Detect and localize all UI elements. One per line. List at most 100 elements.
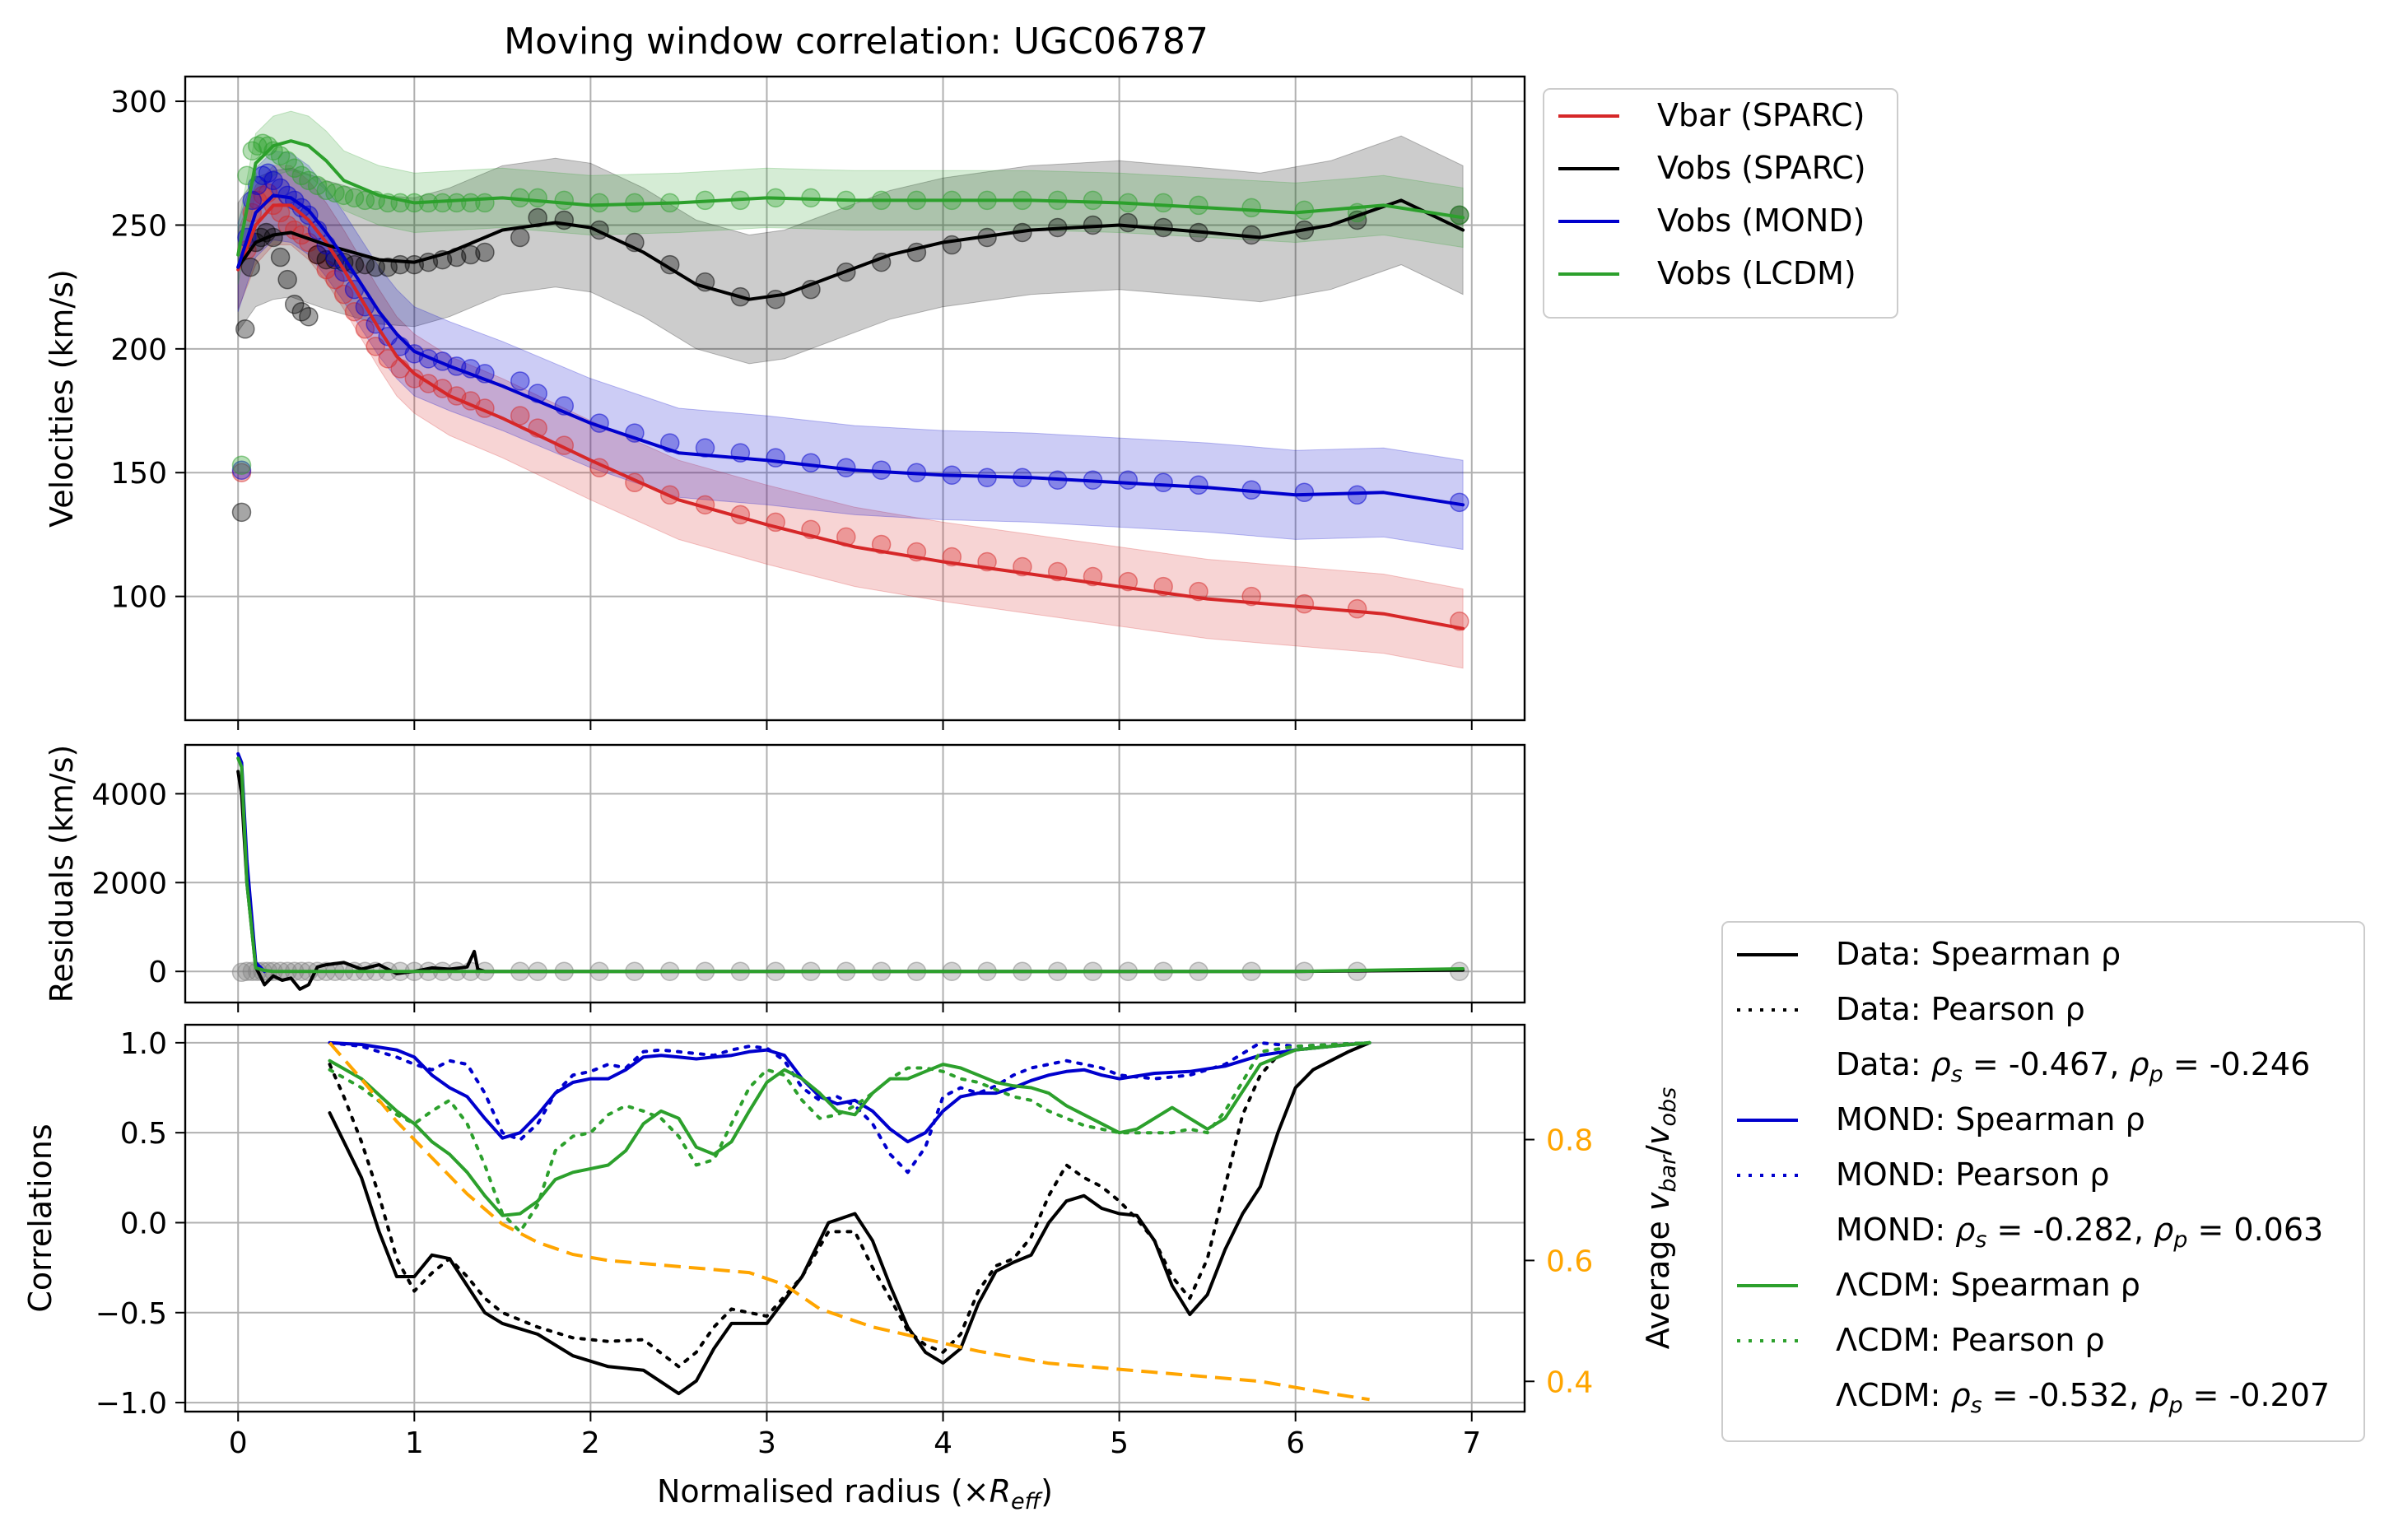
y-tick-label-4: 1.0 <box>120 1027 167 1061</box>
x-tick-label-6: 6 <box>1286 1426 1305 1460</box>
legend-label-7: ΛCDM: Pearson ρ <box>1836 1322 2105 1358</box>
x-tick-label-5: 5 <box>1110 1426 1129 1460</box>
series-line-4 <box>328 1040 1371 1217</box>
plot-area <box>231 110 1469 669</box>
series-band-1 <box>237 135 1464 365</box>
data-point-0-16 <box>344 301 365 322</box>
y2-series-line-0 <box>328 1041 1370 1402</box>
series-line-1 <box>236 770 1465 991</box>
data-point-2-6 <box>263 170 283 191</box>
y-tick-label-1: −0.5 <box>95 1297 167 1331</box>
series-line-1 <box>328 1040 1371 1369</box>
data-point-3-48 <box>1241 198 1261 218</box>
series-line-0 <box>236 203 1465 630</box>
y-tick-label-3: 250 <box>110 209 167 243</box>
data-point-0-17 <box>355 319 375 339</box>
legend-label-2: Vobs (MOND) <box>1657 202 1865 239</box>
legend-label-3: Vobs (LCDM) <box>1657 255 1856 291</box>
data-point-2-36 <box>801 453 821 472</box>
y2-tick-label-1: 0.6 <box>1546 1245 1593 1278</box>
x-axis-label: Normalised radius (×Reff) <box>657 1473 1053 1514</box>
data-point-2-33 <box>695 438 715 458</box>
plot-area <box>231 751 1469 991</box>
data-point-3-29 <box>554 190 575 211</box>
correlations-panel: 0.4 0.6 0.8 Average vbar/vobs 0 1 2 3 4 5 6 7 −1.0 −0… <box>22 1023 1681 1514</box>
legend-stats-8: ΛCDM: ρs = -0.532, ρp = -0.207 <box>1836 1377 2330 1418</box>
data-point-1-9 <box>284 294 305 314</box>
legend-label-0: Vbar (SPARC) <box>1657 97 1865 133</box>
legend-frame <box>1721 921 2365 1442</box>
data-point-1-11 <box>299 306 319 327</box>
data-point-2-11 <box>299 205 319 226</box>
y2-axis-label: Average vbar/vobs <box>1640 1087 1681 1349</box>
y-tick-label-0: 0 <box>148 956 167 989</box>
data-point-0-1 <box>237 961 257 981</box>
data-point-3-46 <box>1153 193 1173 213</box>
data-point-1-7 <box>270 247 291 268</box>
y-axis-label: Velocities (km/s) <box>44 269 80 528</box>
data-point-1-1 <box>235 319 255 339</box>
residuals-panel: 0 2000 4000 Residuals (km/s) <box>44 743 1526 1012</box>
legend-stats-5: MOND: ρs = -0.282, ρp = 0.063 <box>1836 1212 2323 1253</box>
data-point-2-35 <box>766 448 785 468</box>
data-point-1-35 <box>766 289 785 309</box>
data-point-2-0 <box>231 460 252 480</box>
series-band-3 <box>237 110 1464 285</box>
velocities-legend: Vbar (SPARC) Vobs (SPARC) Vobs (MOND) Vobs … <box>1543 88 1898 319</box>
data-point-3-8 <box>277 151 297 171</box>
data-point-0-49 <box>1294 593 1315 614</box>
y2-tick-label-0: 0.4 <box>1546 1366 1593 1399</box>
correlations-legend: Data: Spearman ρ Data: Pearson ρ Data: ρs … <box>1721 921 2365 1442</box>
data-point-3-17 <box>355 190 375 211</box>
series-line-5 <box>328 1040 1371 1234</box>
velocities-panel: 100 150 200 250 300 Velocities (km/s) <box>44 75 1526 730</box>
x-tick-label-7: 7 <box>1462 1426 1481 1460</box>
x-tick-label-3: 3 <box>757 1426 776 1460</box>
data-point-1-8 <box>277 269 297 290</box>
legend-label-0: Data: Spearman ρ <box>1836 936 2121 972</box>
data-point-1-26 <box>475 242 495 263</box>
y-tick-label-0: 100 <box>110 581 167 615</box>
series-line-3 <box>236 139 1465 257</box>
y-tick-label-3: 0.5 <box>120 1117 167 1151</box>
x-tick-label-2: 2 <box>581 1426 600 1460</box>
data-point-1-29 <box>554 210 575 230</box>
legend-stats-2: Data: ρs = -0.467, ρp = -0.246 <box>1836 1046 2310 1087</box>
y-tick-label-2: 4000 <box>91 778 167 812</box>
y-axis-label: Residuals (km/s) <box>44 745 80 1003</box>
data-point-0-27 <box>510 406 530 426</box>
axes-frame <box>184 743 1526 1004</box>
legend-label-1: Vobs (SPARC) <box>1657 150 1866 186</box>
y-tick-label-4: 300 <box>110 86 167 119</box>
data-point-3-28 <box>528 188 547 208</box>
data-point-2-49 <box>1294 482 1315 503</box>
data-point-3-30 <box>589 193 609 213</box>
data-point-3-12 <box>307 175 328 196</box>
data-point-0-0 <box>231 962 252 983</box>
data-point-3-11 <box>299 170 319 191</box>
y-tick-label-1: 150 <box>110 457 167 491</box>
data-point-1-27 <box>510 227 530 248</box>
chart-title: Moving window correlation: UGC06787 <box>504 21 1208 63</box>
data-point-2-46 <box>1153 472 1173 493</box>
plot-area <box>328 1040 1371 1402</box>
series-line-1 <box>236 198 1465 301</box>
y2-tick-label-2: 0.8 <box>1546 1124 1593 1158</box>
axes-frame <box>184 1023 1526 1413</box>
data-point-3-26 <box>475 193 495 213</box>
data-point-2-27 <box>510 371 530 391</box>
x-tick-label-1: 1 <box>405 1426 424 1460</box>
data-point-3-3 <box>248 136 268 156</box>
data-point-1-0 <box>231 502 252 523</box>
data-point-1-19 <box>378 257 398 277</box>
data-point-3-0 <box>231 455 252 475</box>
legend-label-3: MOND: Spearman ρ <box>1836 1101 2145 1138</box>
data-point-0-50 <box>1347 598 1367 619</box>
y-axis-label: Correlations <box>22 1124 58 1312</box>
legend-label-1: Data: Pearson ρ <box>1836 991 2085 1027</box>
series-line-0 <box>328 1040 1371 1396</box>
y-tick-label-2: 0.0 <box>120 1207 167 1240</box>
x-tick-label-0: 0 <box>229 1426 248 1460</box>
data-point-1-45 <box>1118 212 1139 233</box>
